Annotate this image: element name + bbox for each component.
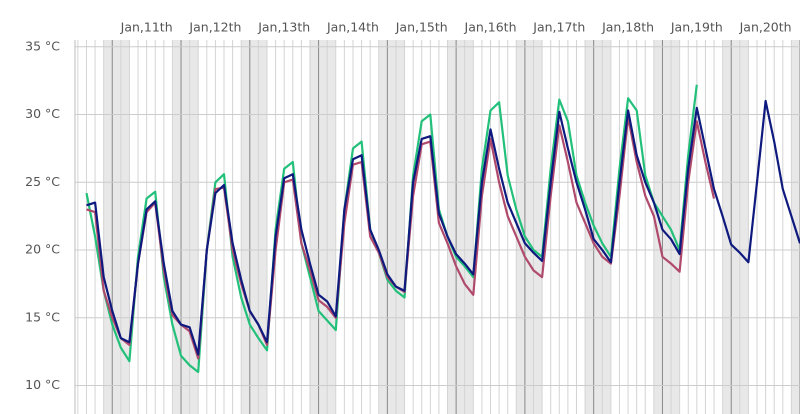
y-tick-label: 15 °C [25, 309, 60, 324]
y-tick-label: 20 °C [25, 242, 60, 257]
night-band [103, 40, 130, 414]
x-tick-label: Jan,15th [395, 20, 448, 35]
x-tick-label: Jan,16th [464, 20, 517, 35]
y-tick-label: 25 °C [25, 174, 60, 189]
night-band [241, 40, 267, 414]
x-tick-label: Jan,11th [120, 20, 173, 35]
night-band [447, 40, 474, 414]
x-tick-label: Jan,17th [532, 20, 585, 35]
night-band [516, 40, 543, 414]
series-line [85, 84, 698, 374]
x-tick-label: Jan,18th [601, 20, 654, 35]
night-band [172, 40, 199, 414]
x-tick-label: Jan,19th [670, 20, 723, 35]
y-tick-label: 10 °C [25, 377, 60, 392]
night-band [585, 40, 611, 414]
series-line [86, 99, 800, 356]
y-tick-label: 30 °C [25, 106, 60, 121]
night-band [309, 40, 336, 414]
x-tick-label: Jan,20th [739, 20, 792, 35]
x-tick-label: Jan,14th [326, 20, 379, 35]
night-band [653, 40, 680, 414]
y-tick-label: 35 °C [25, 38, 60, 53]
night-band [378, 40, 405, 414]
x-tick-label: Jan,13th [257, 20, 310, 35]
x-tick-label: Jan,12th [188, 20, 241, 35]
